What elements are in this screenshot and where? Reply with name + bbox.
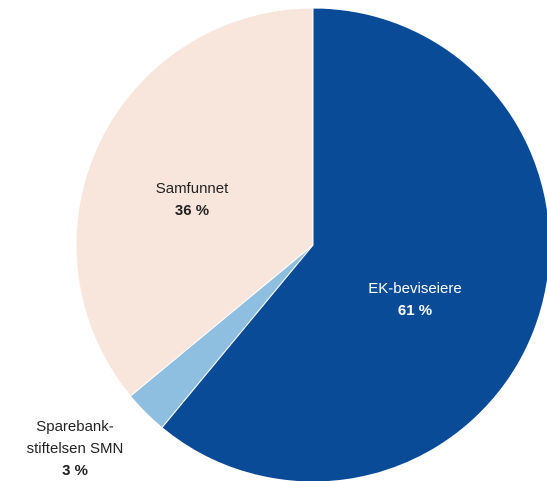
value-label: 36 % [174,202,210,219]
slice-label: Samfunnet 36 % [92,178,292,222]
pie-slice [75,7,314,397]
pie-slice [161,7,547,481]
category-label: EK-beviseiere [368,280,462,297]
category-label: Sparebank-stiftelsen SMN [26,418,124,457]
value-label: 61 % [397,302,433,319]
value-label: 3 % [62,462,88,479]
slice-label: EK-beviseiere 61 % [315,278,515,322]
category-label: Samfunnet [155,180,229,197]
slice-label: Sparebank-stiftelsen SMN 3 % [15,416,135,481]
